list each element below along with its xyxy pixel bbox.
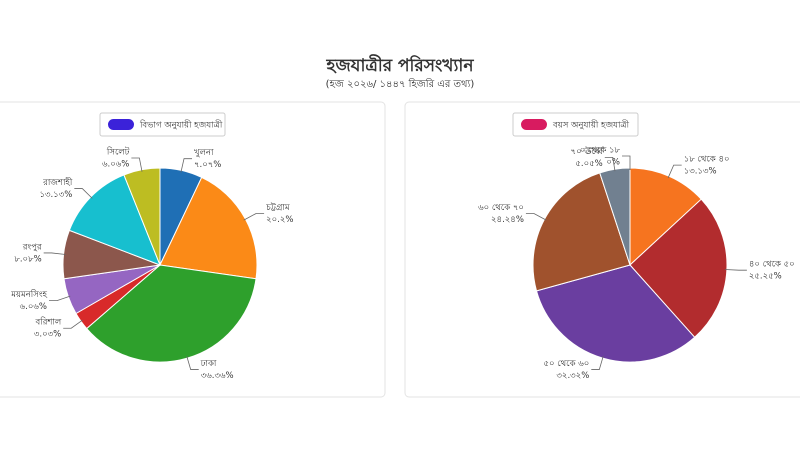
slice-value-label: ৭.০৭% [194,160,221,170]
leader-line [48,295,71,302]
slice-value-label: ৫.০৫% [575,159,602,169]
slice-value-label: ৩.০৩% [34,330,61,340]
slice-value-label: ১৩.১৩% [684,167,717,177]
legend-swatch[interactable] [521,119,547,130]
leader-line [243,213,265,221]
legend-swatch[interactable] [108,119,134,130]
slice-value-label: ৩৬.৩৬% [201,371,234,381]
slice-value-label: ২০.২% [266,215,293,225]
leader-line [74,188,93,199]
leader-line [131,157,143,172]
slice-value-label: ৬.০৬% [102,159,129,169]
slice-label: ৬০ থেকে ৭০ [478,203,524,213]
slice-value-label: ৮.০৮% [14,254,41,264]
slice-label: চট্টগ্রাম [265,202,291,213]
page-subtitle: (হজ ২০২৬/ ১৪৪৭ হিজরি এর তথ্য) [326,78,475,90]
leader-line [667,164,682,179]
slice-label: ১৮ থেকে ৪০ [684,155,730,165]
slice-value-label: ২৫.২৫% [749,272,782,282]
slice-label: বরিশাল [35,317,62,328]
leader-line [186,356,199,370]
legend-label[interactable]: বয়স অনুযায়ী হজযাত্রী [552,119,630,131]
slice-label: রংপুর [22,242,43,252]
slice-label: ৪০ থেকে ৫০ [749,260,795,270]
slice-value-label: ১৩.১৩% [39,190,72,200]
slice-label: ময়মনসিংহ [10,289,48,300]
slice-label: রাজশাহী [42,176,73,188]
legend-box[interactable] [99,112,226,137]
leader-line [604,156,616,172]
leader-line [622,155,631,170]
leader-line [63,319,83,329]
leader-line [43,252,66,255]
leader-line [724,269,747,271]
slice-label: ৫০ থেকে ৬০ [543,359,589,369]
slice-value-label: ৬.০৬% [20,302,47,312]
slice-value-label: ২৪.২৪% [491,215,524,225]
leader-line [591,356,604,370]
slice-label: সিলেট [106,145,131,157]
leader-line [525,213,547,221]
legend-label[interactable]: বিভাগ অনুযায়ী হজযাত্রী [139,119,223,131]
slice-label: ০ থেকে ১৮ [580,146,621,156]
page-title: হজযাত্রীর পরিসংখ্যান [326,54,475,76]
slice-value-label: ৩২.৩২% [556,371,589,381]
slice-label: ৭০ ঊর্ধ্বে [571,145,604,157]
slice-label: খুলনা [194,148,214,158]
legend-box[interactable] [512,112,639,137]
leader-line [180,158,193,173]
slice-value-label: ০% [606,158,620,168]
slice-label: ঢাকা [200,359,217,369]
